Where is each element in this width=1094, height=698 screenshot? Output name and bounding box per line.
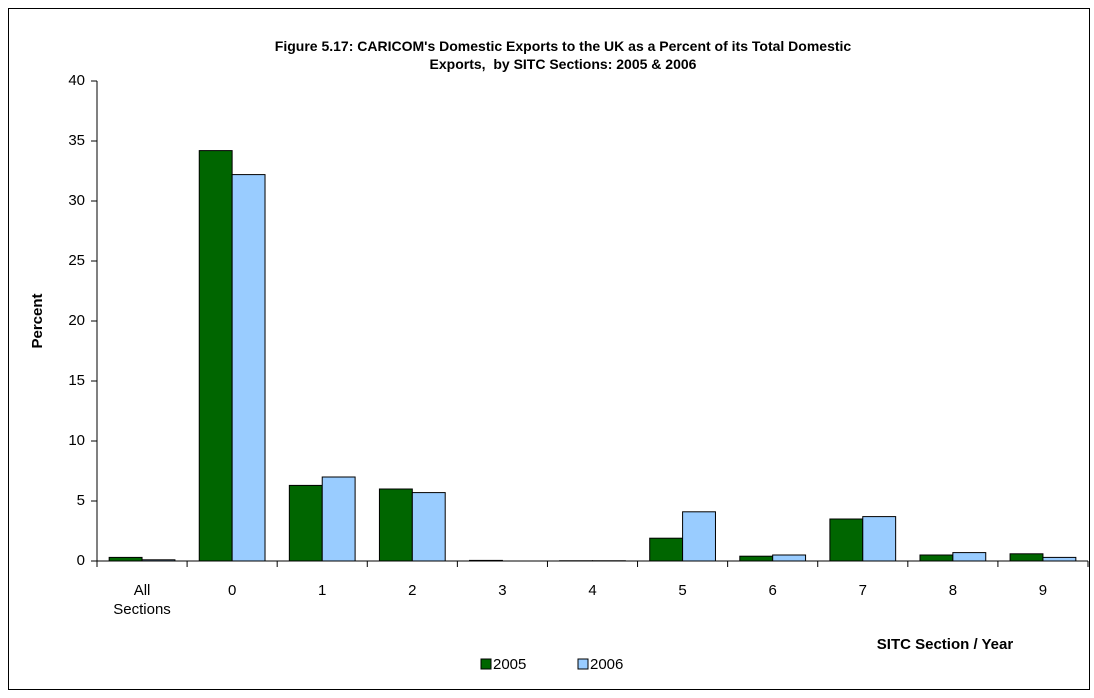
x-tick-label: 1 (318, 582, 327, 599)
frame (8, 8, 1090, 690)
bar (682, 511, 716, 562)
y-tick-label: 30 (68, 192, 85, 209)
bar (862, 516, 897, 562)
x-tick-label: 3 (498, 582, 507, 599)
bar (288, 484, 323, 562)
x-tick-label: 9 (1038, 582, 1048, 599)
bar (772, 554, 807, 562)
bar (739, 555, 774, 562)
y-tick-label: 5 (77, 492, 85, 509)
legend-swatch (480, 658, 492, 670)
bar (1009, 553, 1044, 562)
bar (649, 537, 684, 562)
x-tick-label: 4 (588, 582, 597, 599)
y-axis-label: Percent (29, 293, 46, 348)
bar (829, 518, 864, 562)
bar (321, 476, 356, 562)
x-tick-label: 8 (948, 582, 958, 599)
y-tick-label: 35 (68, 132, 85, 149)
x-tick-label: 7 (858, 582, 867, 599)
x-tick-label: 6 (768, 582, 777, 599)
y-tick-label: 0 (77, 552, 85, 569)
x-axis-label: SITC Section / Year (877, 636, 1014, 653)
bar (198, 150, 233, 562)
y-tick-label: 20 (68, 312, 85, 329)
legend-label: 2006 (590, 656, 623, 673)
chart-title: Figure 5.17: CARICOM's Domestic Exports … (274, 38, 852, 72)
bar (108, 556, 143, 562)
bar (1042, 556, 1077, 562)
x-tick-label: All Sections (113, 582, 171, 618)
legend-label: 2005 (493, 656, 526, 673)
x-tick-label: 2 (408, 582, 417, 599)
legend-swatch (577, 658, 589, 670)
bar (952, 552, 987, 562)
y-tick-label: 10 (68, 432, 85, 449)
y-tick-label: 25 (68, 252, 85, 269)
x-tick-label: 5 (678, 582, 687, 599)
x-tick-label: 0 (227, 582, 237, 599)
y-tick-label: 40 (68, 72, 85, 89)
bar (411, 492, 446, 562)
bar (919, 554, 954, 562)
bar (231, 174, 266, 562)
bar (378, 488, 413, 562)
y-tick-label: 15 (68, 372, 85, 389)
